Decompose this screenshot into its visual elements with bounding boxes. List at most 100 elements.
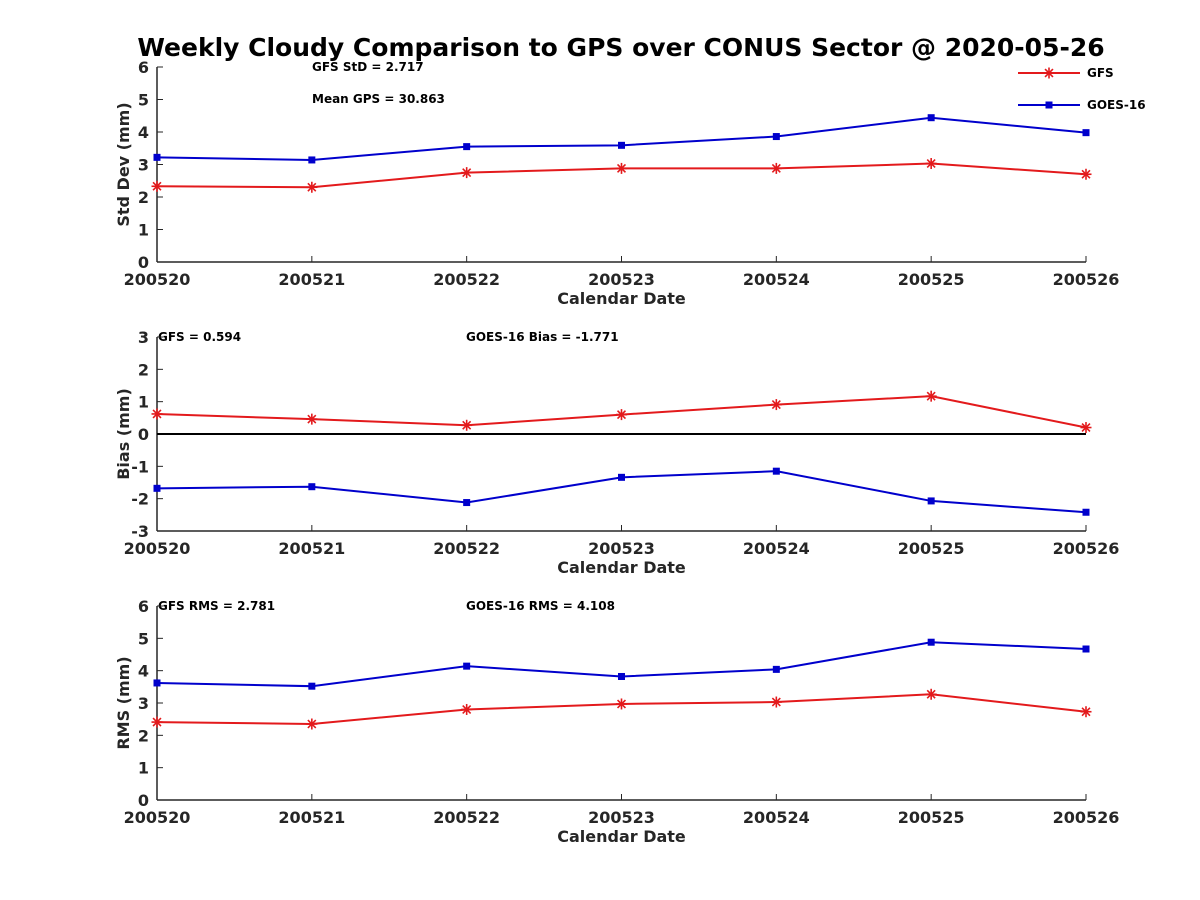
figure-title: Weekly Cloudy Comparison to GPS over CON… xyxy=(137,33,1104,62)
bias-gfs-point xyxy=(151,408,163,420)
bias-y-tick-label: -1 xyxy=(131,457,149,476)
rms-y-tick-label: 3 xyxy=(138,694,149,713)
rms-gfs-point xyxy=(306,718,318,730)
std-dev-y-tick-label: 6 xyxy=(138,58,149,77)
bias-goes-point xyxy=(1082,508,1090,516)
rms-gfs-point xyxy=(1080,706,1092,718)
bias-y-tick-label: -3 xyxy=(131,522,149,541)
std-dev-x-tick-label: 200520 xyxy=(124,270,191,289)
bias-gfs-point xyxy=(770,399,782,411)
rms-annotation-goes: GOES-16 RMS = 4.108 xyxy=(466,599,615,613)
bias-y-tick-label: -2 xyxy=(131,490,149,509)
std-dev-x-tick-label: 200526 xyxy=(1053,270,1120,289)
rms-x-tick-label: 200525 xyxy=(898,808,965,827)
rms-goes-point xyxy=(153,679,161,687)
legend-entry-gfs: GFS xyxy=(1018,66,1114,80)
std-dev-x-tick-label: 200525 xyxy=(898,270,965,289)
rms-gfs-point xyxy=(925,688,937,700)
rms-y-tick-label: 0 xyxy=(138,791,149,810)
std-dev-y-tick-label: 0 xyxy=(138,253,149,272)
legend-goes-marker xyxy=(1045,101,1053,109)
bias-x-tick-label: 200521 xyxy=(278,539,345,558)
std-dev-gfs-point xyxy=(616,162,627,174)
rms-x-tick-label: 200524 xyxy=(743,808,810,827)
bias-goes-point xyxy=(927,497,935,505)
legend-gfs-label: GFS xyxy=(1087,66,1114,80)
rms-y-tick-label: 4 xyxy=(138,662,149,681)
std-dev-annotation-mean-gps: Mean GPS = 30.863 xyxy=(312,92,445,106)
std-dev-goes-point xyxy=(927,114,935,122)
bias-gfs-point xyxy=(925,390,937,402)
bias-x-tick-label: 200520 xyxy=(124,539,191,558)
bias-x-tick-label: 200522 xyxy=(433,539,500,558)
rms-x-tick-label: 200520 xyxy=(124,808,191,827)
rms-panel: GFS RMS = 2.781 GOES-16 RMS = 4.108 0 1 2 3… xyxy=(114,597,1119,846)
std-dev-gfs-point xyxy=(461,167,473,179)
rms-gfs-point xyxy=(461,703,473,715)
bias-gfs-point xyxy=(461,419,473,431)
std-dev-goes-line xyxy=(156,116,1087,161)
bias-x-tick-label: 200526 xyxy=(1053,539,1120,558)
bias-gfs-point xyxy=(616,409,627,421)
std-dev-x-axis-label: Calendar Date xyxy=(557,289,686,308)
bias-goes-point xyxy=(772,467,780,475)
std-dev-gfs-point xyxy=(925,158,937,170)
rms-goes-point xyxy=(618,672,625,680)
std-dev-y-tick-label: 4 xyxy=(138,123,149,142)
rms-goes-point xyxy=(463,662,471,670)
bias-goes-point xyxy=(463,499,471,507)
bias-y-tick-label: 1 xyxy=(138,393,149,412)
bias-panel: GFS = 0.594 GOES-16 Bias = -1.771 -3 -2 -1… xyxy=(114,328,1119,577)
rms-y-tick-label: 2 xyxy=(138,726,149,745)
std-dev-goes-point xyxy=(772,133,780,141)
std-dev-goes-point xyxy=(463,143,471,151)
std-dev-x-tick-label: 200524 xyxy=(743,270,810,289)
rms-gfs-point xyxy=(616,698,627,710)
std-dev-gfs-point xyxy=(770,162,782,174)
bias-goes-point xyxy=(308,483,316,491)
legend-goes-label: GOES-16 xyxy=(1087,98,1146,112)
rms-x-tick-label: 200521 xyxy=(278,808,345,827)
rms-x-tick-label: 200522 xyxy=(433,808,500,827)
rms-gfs-point xyxy=(770,696,782,708)
bias-gfs-point xyxy=(306,413,318,425)
std-dev-y-axis-label: Std Dev (mm) xyxy=(114,102,133,226)
bias-x-tick-label: 200524 xyxy=(743,539,810,558)
bias-annotation-gfs: GFS = 0.594 xyxy=(158,330,241,344)
rms-goes-point xyxy=(927,638,935,646)
legend-gfs-point xyxy=(1043,67,1055,79)
std-dev-panel: GFS StD = 2.717 Mean GPS = 30.863 0 1 2 3 4 5… xyxy=(114,58,1119,308)
bias-y-tick-label: 3 xyxy=(138,328,149,347)
std-dev-goes-point xyxy=(1082,129,1090,137)
rms-x-tick-label: 200523 xyxy=(588,808,655,827)
std-dev-x-tick-label: 200522 xyxy=(433,270,500,289)
bias-x-tick-label: 200523 xyxy=(588,539,655,558)
std-dev-y-tick-label: 1 xyxy=(138,221,149,240)
std-dev-x-tick-label: 200523 xyxy=(588,270,655,289)
legend-entry-goes: GOES-16 xyxy=(1018,98,1146,112)
bias-x-tick-label: 200525 xyxy=(898,539,965,558)
std-dev-goes-point xyxy=(618,141,625,149)
legend-gfs-marker xyxy=(1043,67,1055,79)
std-dev-goes-point xyxy=(153,153,161,161)
rms-y-tick-label: 5 xyxy=(138,629,149,648)
bias-goes-point xyxy=(153,484,161,492)
bias-annotation-goes: GOES-16 Bias = -1.771 xyxy=(466,330,619,344)
bias-x-axis-label: Calendar Date xyxy=(557,558,686,577)
std-dev-goes-point xyxy=(308,156,316,164)
std-dev-gfs-point xyxy=(1080,168,1092,180)
std-dev-y-tick-label: 2 xyxy=(138,188,149,207)
rms-y-axis-label: RMS (mm) xyxy=(114,656,133,749)
bias-gfs-point xyxy=(1080,422,1092,434)
bias-goes-point xyxy=(618,473,625,481)
legend-goes-point xyxy=(1045,101,1053,109)
bias-y-axis-label: Bias (mm) xyxy=(114,388,133,480)
std-dev-gfs-point xyxy=(151,180,163,192)
rms-x-tick-label: 200526 xyxy=(1053,808,1120,827)
rms-y-tick-label: 1 xyxy=(138,759,149,778)
rms-goes-point xyxy=(772,665,780,673)
rms-annotation-gfs: GFS RMS = 2.781 xyxy=(158,599,275,613)
rms-goes-point xyxy=(1082,645,1090,653)
rms-y-tick-label: 6 xyxy=(138,597,149,616)
